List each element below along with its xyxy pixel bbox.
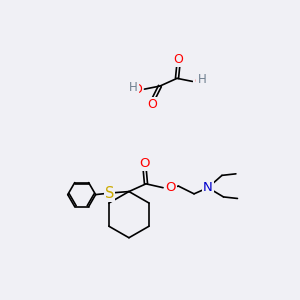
- Text: S: S: [105, 186, 114, 201]
- Text: O: O: [165, 181, 176, 194]
- Text: H: H: [197, 74, 206, 86]
- Text: O: O: [147, 98, 157, 111]
- Text: O: O: [174, 53, 184, 66]
- Text: H: H: [129, 81, 138, 94]
- Text: O: O: [132, 82, 142, 96]
- Text: O: O: [139, 157, 150, 169]
- Text: O: O: [194, 75, 204, 88]
- Text: N: N: [203, 181, 213, 194]
